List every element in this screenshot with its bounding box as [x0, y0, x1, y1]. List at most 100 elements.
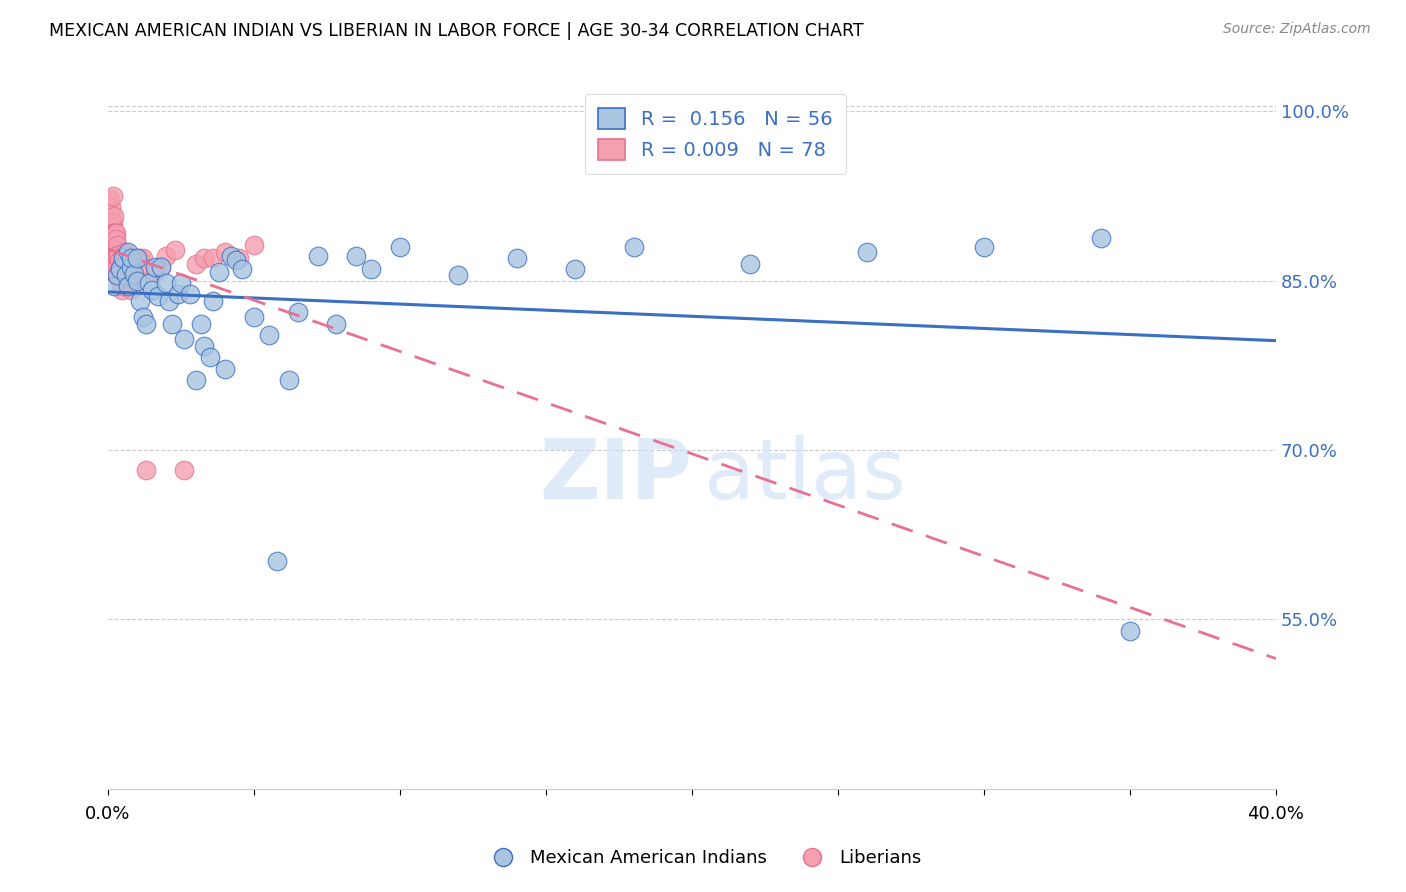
Point [198, 351, 221, 365]
Point [170, 276, 193, 290]
Point [111, 283, 134, 297]
Point [219, 249, 242, 263]
Point [344, 249, 367, 263]
Point [107, 270, 129, 285]
Point [149, 260, 172, 274]
Point [105, 237, 128, 252]
Point [138, 276, 160, 290]
Point [115, 266, 138, 280]
Point [278, 373, 301, 387]
Point [114, 245, 136, 260]
Point [104, 227, 127, 241]
Point [104, 242, 127, 256]
Point [104, 248, 127, 262]
Point [266, 554, 288, 568]
Point [155, 276, 177, 290]
Point [1119, 624, 1142, 638]
Point [141, 283, 163, 297]
Point [135, 463, 157, 477]
Point [122, 267, 145, 281]
Point [101, 243, 124, 257]
Point [111, 279, 134, 293]
Point [107, 254, 129, 268]
Point [325, 317, 347, 331]
Point [108, 262, 131, 277]
Point [108, 260, 131, 274]
Point [98, 206, 121, 220]
Point [243, 310, 266, 324]
Point [117, 279, 139, 293]
Point [104, 237, 127, 252]
Point [388, 240, 411, 254]
Point [110, 266, 132, 280]
Point [120, 260, 142, 274]
Point [108, 270, 131, 285]
Point [104, 227, 127, 241]
Point [110, 277, 132, 291]
Point [108, 254, 131, 268]
Point [129, 293, 152, 308]
Point [101, 220, 124, 235]
Point [101, 189, 124, 203]
Point [360, 262, 382, 277]
Text: ZIP: ZIP [540, 435, 692, 516]
Point [208, 265, 231, 279]
Point [132, 310, 155, 324]
Point [146, 289, 169, 303]
Point [100, 200, 122, 214]
Point [101, 217, 124, 231]
Point [105, 243, 128, 257]
Point [122, 271, 145, 285]
Point [173, 463, 195, 477]
Point [202, 293, 225, 308]
Point [100, 217, 122, 231]
Point [98, 227, 121, 241]
Point [101, 215, 124, 229]
Point [135, 317, 157, 331]
Legend: R =  0.156   N = 56, R = 0.009   N = 78: R = 0.156 N = 56, R = 0.009 N = 78 [585, 95, 846, 174]
Point [184, 373, 207, 387]
Point [973, 240, 995, 254]
Point [193, 339, 215, 353]
Point [103, 237, 125, 252]
Point [101, 232, 124, 246]
Point [101, 240, 124, 254]
Point [104, 243, 127, 257]
Point [111, 251, 134, 265]
Point [98, 193, 121, 207]
Point [103, 227, 125, 241]
Point [193, 251, 215, 265]
Point [100, 242, 122, 256]
Point [105, 249, 128, 263]
Point [257, 327, 280, 342]
Point [110, 266, 132, 280]
Point [103, 279, 125, 293]
Point [214, 245, 236, 260]
Point [149, 260, 172, 274]
Point [127, 251, 149, 265]
Point [120, 283, 142, 297]
Point [114, 268, 136, 282]
Point [100, 236, 122, 251]
Point [143, 260, 166, 274]
Point [165, 243, 187, 257]
Point [103, 248, 125, 262]
Point [103, 210, 125, 224]
Point [104, 227, 127, 241]
Point [190, 317, 212, 331]
Point [506, 251, 529, 265]
Point [228, 251, 250, 265]
Point [447, 268, 470, 282]
Point [120, 251, 142, 265]
Point [740, 257, 762, 271]
Point [231, 262, 253, 277]
Point [112, 254, 135, 268]
Text: Source: ZipAtlas.com: Source: ZipAtlas.com [1223, 22, 1371, 37]
Point [117, 277, 139, 291]
Point [105, 248, 128, 262]
Point [167, 287, 190, 301]
Point [127, 251, 149, 265]
Point [160, 317, 183, 331]
Point [856, 245, 879, 260]
Point [105, 260, 128, 274]
